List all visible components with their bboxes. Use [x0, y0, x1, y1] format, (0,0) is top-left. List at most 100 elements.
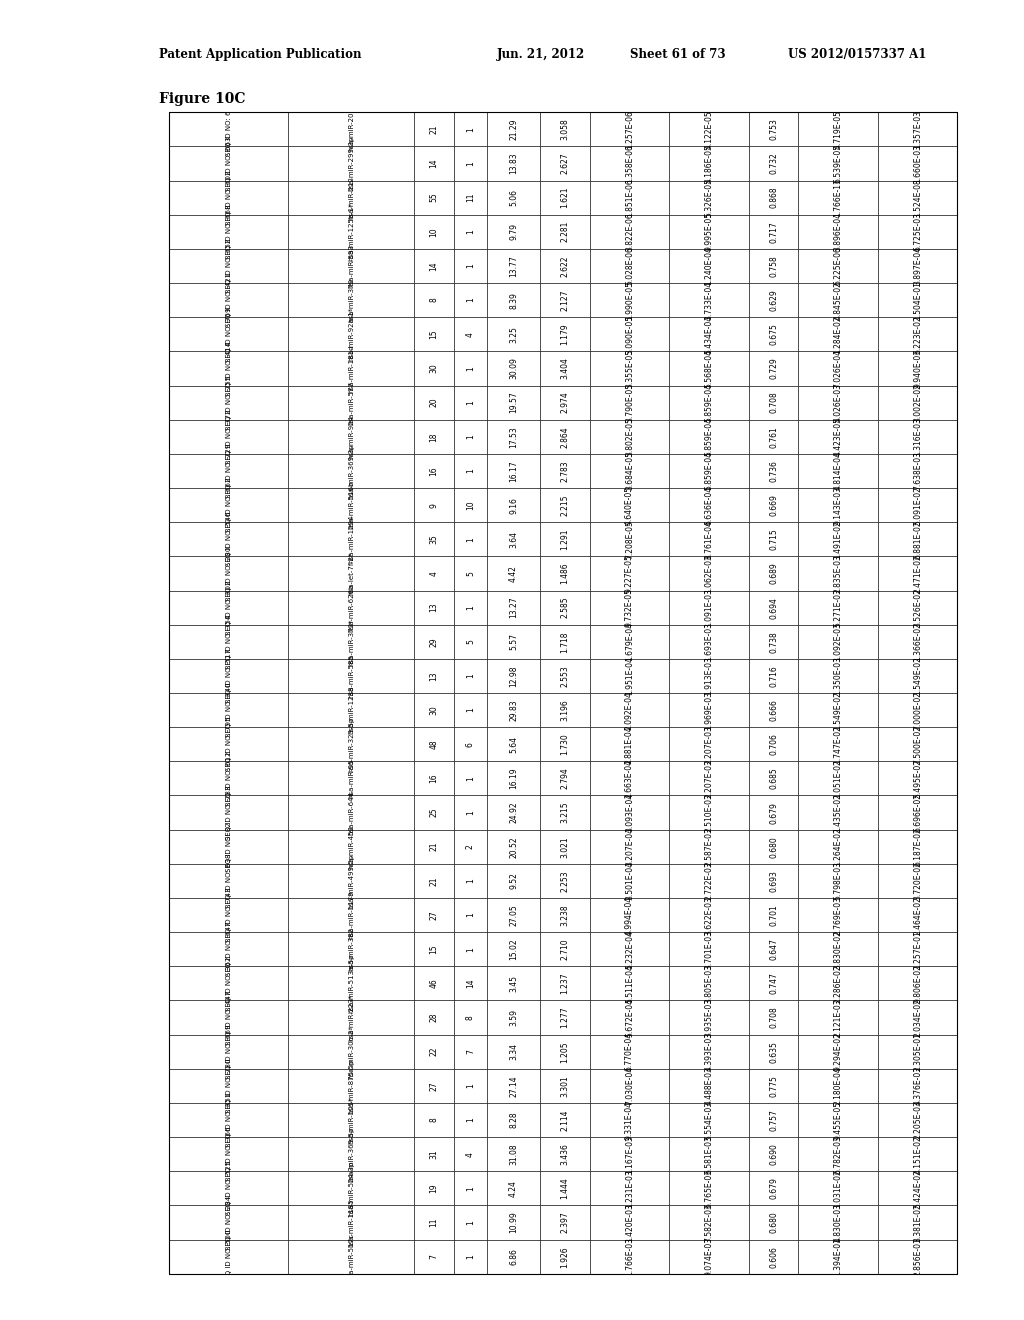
Bar	[799, 556, 878, 590]
Bar	[590, 215, 670, 249]
Bar	[487, 249, 540, 282]
Bar	[878, 762, 957, 796]
Text: hsa-miR-644: hsa-miR-644	[348, 791, 354, 834]
Bar	[414, 1171, 454, 1205]
Bar	[799, 1035, 878, 1069]
Bar	[590, 727, 670, 762]
Bar	[454, 420, 487, 454]
Text: 3.301: 3.301	[560, 1074, 569, 1097]
Text: 2.127: 2.127	[560, 289, 569, 310]
Bar	[590, 659, 670, 693]
Text: SEQ ID NO: 32: SEQ ID NO: 32	[225, 822, 231, 871]
Text: 1.693E-03: 1.693E-03	[705, 622, 714, 661]
Bar	[670, 556, 749, 590]
Text: 0.680: 0.680	[769, 836, 778, 858]
Bar	[414, 1205, 454, 1239]
Bar	[487, 932, 540, 966]
Bar	[454, 659, 487, 693]
Text: 3.802E-05: 3.802E-05	[625, 417, 634, 457]
Text: 3.64: 3.64	[509, 531, 518, 548]
Text: 9.074E-03: 9.074E-03	[705, 1237, 714, 1276]
Bar	[454, 523, 487, 556]
Text: 3.59: 3.59	[509, 1008, 518, 1026]
Bar	[414, 385, 454, 420]
Bar	[288, 590, 414, 624]
Bar	[590, 147, 670, 181]
Text: hsa-miR-105*: hsa-miR-105*	[348, 1097, 354, 1143]
Text: 7: 7	[429, 1254, 438, 1259]
Bar	[288, 1035, 414, 1069]
Bar	[590, 590, 670, 624]
Bar	[799, 282, 878, 317]
Text: 2.253: 2.253	[560, 870, 569, 892]
Text: 4.393E-03: 4.393E-03	[705, 1032, 714, 1072]
Text: 1.179: 1.179	[560, 323, 569, 345]
Bar	[540, 215, 590, 249]
Bar	[487, 1035, 540, 1069]
Bar	[749, 112, 799, 147]
Text: 6.636E-04: 6.636E-04	[705, 486, 714, 524]
Bar	[487, 659, 540, 693]
Bar	[414, 488, 454, 523]
Bar	[590, 1035, 670, 1069]
Bar	[878, 385, 957, 420]
Text: hsa-miR-382: hsa-miR-382	[348, 927, 354, 972]
Bar	[878, 1035, 957, 1069]
Bar	[878, 590, 957, 624]
Bar	[169, 317, 288, 351]
Bar	[540, 966, 590, 1001]
Text: 0.747: 0.747	[769, 973, 778, 994]
Bar	[590, 385, 670, 420]
Bar	[487, 112, 540, 147]
Text: SEQ ID NO: 663: SEQ ID NO: 663	[225, 136, 231, 190]
Bar	[288, 762, 414, 796]
Text: SEQ ID NO: 612: SEQ ID NO: 612	[225, 751, 231, 805]
Bar	[288, 523, 414, 556]
Bar	[540, 1171, 590, 1205]
Text: 3.830E-02: 3.830E-02	[834, 929, 843, 969]
Text: hsa-miR-585: hsa-miR-585	[348, 653, 354, 698]
Bar	[670, 1239, 749, 1274]
Bar	[540, 1104, 590, 1137]
Text: 2.510E-03: 2.510E-03	[705, 793, 714, 832]
Bar	[169, 249, 288, 282]
Text: 1: 1	[466, 1254, 475, 1259]
Bar	[414, 727, 454, 762]
Text: 9.143E-03: 9.143E-03	[834, 486, 843, 524]
Text: 0.708: 0.708	[769, 392, 778, 413]
Text: 22: 22	[429, 1047, 438, 1056]
Bar	[670, 624, 749, 659]
Text: 3.34: 3.34	[509, 1043, 518, 1060]
Bar	[670, 727, 749, 762]
Text: 5.511E-04: 5.511E-04	[625, 964, 634, 1003]
Bar	[670, 488, 749, 523]
Bar	[414, 659, 454, 693]
Bar	[749, 932, 799, 966]
Text: 0.738: 0.738	[769, 631, 778, 652]
Bar	[169, 1171, 288, 1205]
Bar	[414, 830, 454, 863]
Bar	[670, 215, 749, 249]
Text: hsa-miR-1179: hsa-miR-1179	[348, 891, 354, 940]
Text: 31.08: 31.08	[509, 1143, 518, 1166]
Bar	[454, 590, 487, 624]
Bar	[487, 1137, 540, 1171]
Bar	[414, 147, 454, 181]
Bar	[590, 1001, 670, 1035]
Text: 29.83: 29.83	[509, 700, 518, 721]
Text: SEQ ID NO: 662: SEQ ID NO: 662	[225, 478, 231, 532]
Text: 1.257E-06: 1.257E-06	[625, 110, 634, 149]
Bar	[454, 181, 487, 215]
Text: 1: 1	[466, 366, 475, 371]
Text: 20: 20	[429, 397, 438, 408]
Text: 31: 31	[429, 1150, 438, 1159]
Text: hsa-miR-593: hsa-miR-593	[348, 244, 354, 288]
Bar	[169, 454, 288, 488]
Text: 9.732E-05: 9.732E-05	[625, 589, 634, 627]
Bar	[454, 863, 487, 898]
Bar	[454, 1239, 487, 1274]
Text: 5.859E-04: 5.859E-04	[705, 417, 714, 457]
Bar	[414, 1069, 454, 1104]
Text: 0.629: 0.629	[769, 289, 778, 312]
Bar	[487, 1104, 540, 1137]
